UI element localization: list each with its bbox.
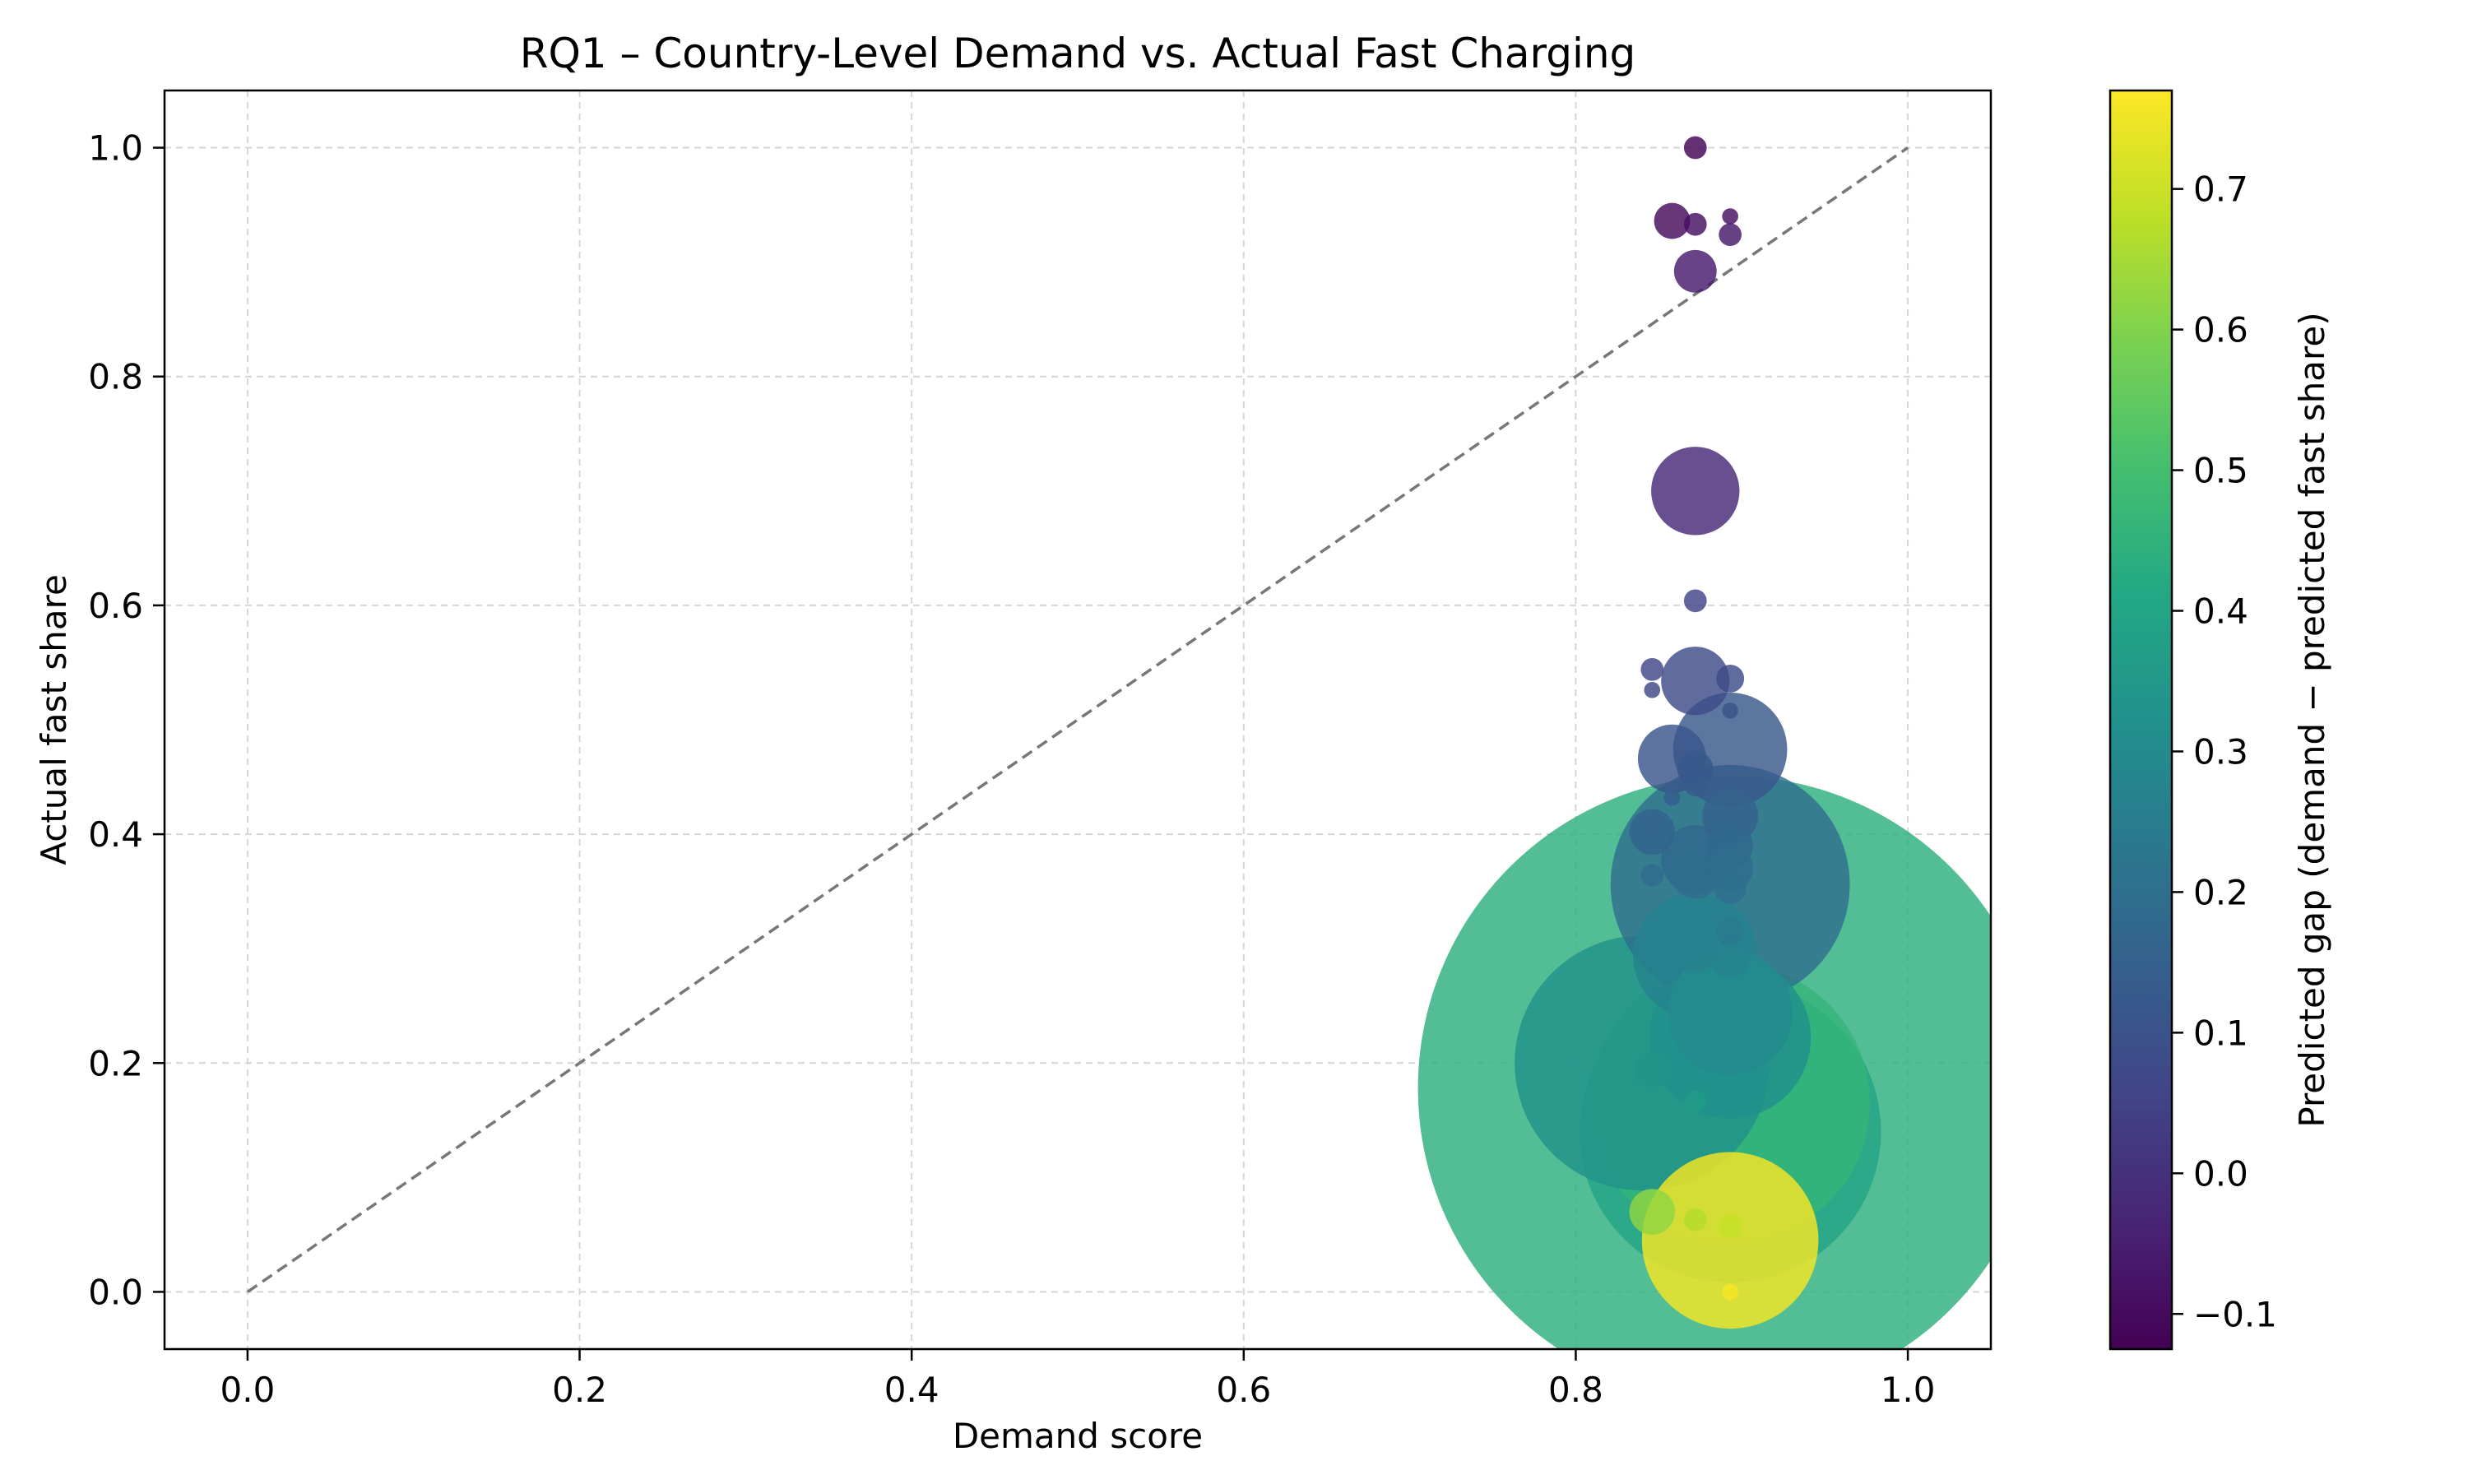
reference-line-layer xyxy=(246,146,1909,1293)
x-tick-label: 0.4 xyxy=(884,1370,939,1410)
scatter-point xyxy=(1651,447,1740,536)
scatter-point xyxy=(1719,1215,1742,1239)
y-tick-label: 1.0 xyxy=(88,128,143,169)
colorbar xyxy=(2108,89,2173,1351)
scatter-point xyxy=(1672,925,1719,972)
scatter-point xyxy=(1629,1189,1676,1235)
scatter-point xyxy=(1722,208,1738,225)
colorbar-tick-label: 0.5 xyxy=(2193,451,2248,491)
scatter-point xyxy=(1722,703,1738,719)
scatter-point xyxy=(1683,589,1707,613)
scatter-point xyxy=(1640,864,1664,888)
y-tick-label: 0.2 xyxy=(88,1043,143,1083)
x-tick-label: 0.6 xyxy=(1216,1370,1271,1410)
scatter-point xyxy=(1683,1090,1707,1114)
x-tick-label: 1.0 xyxy=(1881,1370,1936,1410)
scatter-point xyxy=(1644,682,1661,698)
scatter-point xyxy=(1722,1283,1738,1301)
scatter-point xyxy=(1673,249,1717,293)
scatter-point xyxy=(1716,917,1745,946)
y-tick-label: 0.6 xyxy=(88,586,143,626)
scatter-point xyxy=(1654,202,1691,239)
x-axis-label: Demand score xyxy=(953,1416,1203,1456)
scatter-point xyxy=(1663,789,1681,806)
scatter-point xyxy=(1683,773,1707,797)
scatter-point xyxy=(1640,814,1664,838)
scatter-point xyxy=(1683,136,1707,160)
scatter-point xyxy=(1710,938,1751,978)
scatter-point xyxy=(1669,847,1721,899)
colorbar-label: Predicted gap (demand − predicted fast s… xyxy=(2292,312,2332,1127)
colorbar-tick-label: 0.0 xyxy=(2193,1153,2248,1194)
colorbar-tick-label: 0.6 xyxy=(2193,310,2248,350)
y-tick-label: 0.4 xyxy=(88,814,143,855)
scatter-point xyxy=(1683,1208,1707,1231)
reference-diagonal-line xyxy=(246,146,1909,1293)
y-axis-label: Actual fast share xyxy=(34,574,74,865)
scatter-point xyxy=(1677,750,1714,787)
x-tick-label: 0.2 xyxy=(552,1370,607,1410)
scatter-point xyxy=(1661,647,1730,716)
colorbar-ticks: −0.1 0.0 0.1 0.2 0.3 0.4 0.5 0.6 0.7 xyxy=(2172,169,2277,1334)
scatter-point xyxy=(1641,1152,1819,1329)
colorbar-tick-label: 0.7 xyxy=(2193,169,2248,210)
plot-frame xyxy=(163,89,1992,1351)
scatter-point xyxy=(1719,223,1742,247)
scatter-point xyxy=(1634,1051,1671,1088)
scatter-point xyxy=(1672,1004,1719,1050)
chart-title: RQ1 – Country-Level Demand vs. Actual Fa… xyxy=(520,30,1636,77)
y-tick-label: 0.0 xyxy=(88,1272,143,1312)
y-axis-ticks: 0.0 0.2 0.4 0.6 0.8 1.0 xyxy=(88,128,165,1312)
scatter-point xyxy=(1714,871,1747,905)
scatter-point xyxy=(1683,212,1707,236)
colorbar-tick-label: 0.4 xyxy=(2193,591,2248,632)
colorbar-tick-label: −0.1 xyxy=(2193,1294,2277,1334)
colorbar-tick-label: 0.1 xyxy=(2193,1013,2248,1053)
colorbar-tick-label: 0.3 xyxy=(2193,731,2248,772)
colorbar-tick-label: 0.2 xyxy=(2193,872,2248,912)
y-tick-label: 0.8 xyxy=(88,357,143,397)
x-tick-label: 0.8 xyxy=(1548,1370,1603,1410)
x-axis-ticks: 0.0 0.2 0.4 0.6 0.8 1.0 xyxy=(220,1349,1936,1410)
scatter-point xyxy=(1716,664,1745,693)
scatter-point xyxy=(1640,657,1664,681)
x-tick-label: 0.0 xyxy=(220,1370,276,1410)
points-layer xyxy=(1417,136,1991,1349)
